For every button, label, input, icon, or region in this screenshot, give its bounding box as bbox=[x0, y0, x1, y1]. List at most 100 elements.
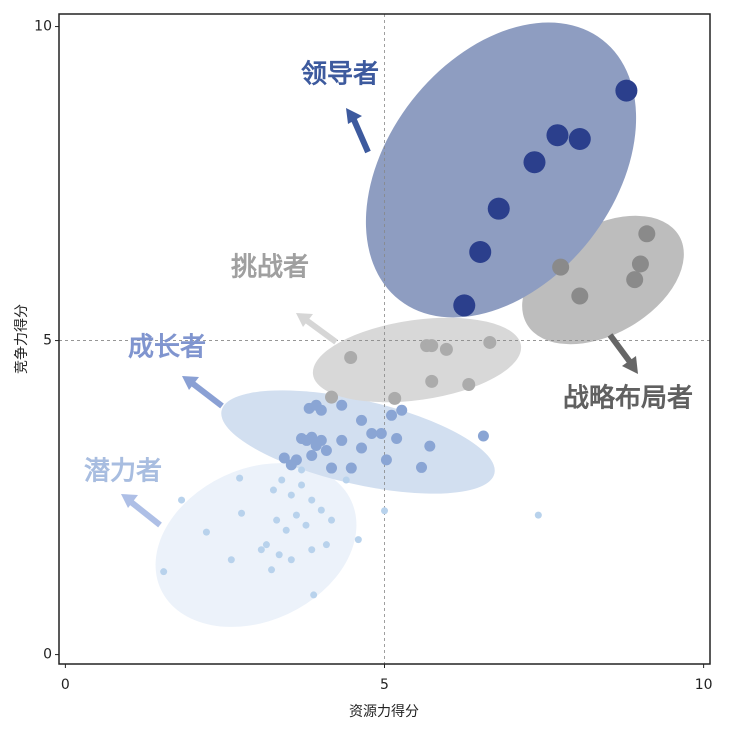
group-label: 挑战者 bbox=[231, 253, 309, 283]
point bbox=[282, 526, 290, 534]
point bbox=[325, 390, 339, 404]
point bbox=[275, 551, 283, 559]
point bbox=[424, 440, 436, 452]
point bbox=[315, 404, 327, 416]
arrow-head bbox=[182, 376, 199, 390]
point bbox=[269, 486, 277, 494]
point bbox=[396, 404, 408, 416]
arrow bbox=[129, 499, 162, 528]
arrow-head bbox=[296, 313, 313, 327]
point bbox=[366, 428, 378, 440]
y-tick-label: 10 bbox=[34, 19, 52, 35]
point bbox=[268, 566, 276, 574]
y-axis-label: 竞争力得分 bbox=[13, 304, 30, 374]
group-label: 成长者 bbox=[128, 333, 206, 363]
point bbox=[317, 506, 325, 514]
arrows bbox=[121, 108, 638, 528]
group-label: 潜力者 bbox=[84, 457, 162, 487]
point bbox=[285, 459, 297, 471]
point bbox=[336, 399, 348, 411]
point bbox=[354, 536, 362, 544]
point bbox=[615, 79, 638, 102]
point bbox=[320, 444, 332, 456]
point bbox=[523, 151, 546, 174]
point bbox=[306, 449, 318, 461]
point bbox=[483, 335, 497, 349]
arrow bbox=[304, 317, 338, 345]
group-label: 领导者 bbox=[301, 59, 379, 90]
point bbox=[626, 271, 644, 289]
point bbox=[308, 496, 316, 504]
point bbox=[298, 481, 306, 489]
point bbox=[306, 431, 318, 443]
arrow-head bbox=[346, 108, 362, 124]
point bbox=[425, 339, 439, 353]
region-potential bbox=[155, 463, 357, 627]
point bbox=[638, 225, 656, 243]
point bbox=[391, 433, 403, 445]
point bbox=[292, 511, 300, 519]
point bbox=[227, 556, 235, 564]
point bbox=[453, 294, 476, 317]
marks bbox=[59, 14, 710, 664]
point bbox=[386, 409, 398, 421]
point bbox=[462, 378, 476, 392]
point bbox=[345, 462, 357, 474]
point bbox=[336, 434, 348, 446]
x-axis-label: 资源力得分 bbox=[349, 703, 419, 720]
point bbox=[278, 476, 286, 484]
x-tick-label: 10 bbox=[695, 677, 713, 693]
point bbox=[202, 528, 210, 536]
x-tick-label: 0 bbox=[61, 677, 70, 693]
point bbox=[273, 516, 281, 524]
point bbox=[328, 516, 336, 524]
point bbox=[308, 546, 316, 554]
arrow bbox=[190, 380, 224, 409]
point bbox=[298, 466, 306, 474]
group-label: 战略布局者 bbox=[563, 383, 693, 414]
point bbox=[487, 197, 510, 220]
region-leader bbox=[365, 22, 637, 318]
point bbox=[262, 541, 270, 549]
x-tick-label: 5 bbox=[380, 677, 389, 693]
point bbox=[380, 454, 392, 466]
point bbox=[546, 124, 569, 147]
y-tick-label: 5 bbox=[43, 333, 52, 349]
point bbox=[631, 255, 649, 273]
point bbox=[257, 546, 265, 554]
point bbox=[287, 491, 295, 499]
point bbox=[425, 374, 439, 388]
point bbox=[326, 462, 338, 474]
point bbox=[469, 241, 492, 264]
point bbox=[534, 511, 542, 519]
point bbox=[302, 521, 310, 529]
point bbox=[356, 442, 368, 454]
point bbox=[287, 556, 295, 564]
point bbox=[344, 351, 358, 365]
point bbox=[278, 452, 290, 464]
point bbox=[375, 428, 387, 440]
point bbox=[238, 509, 246, 517]
point bbox=[571, 287, 589, 305]
point bbox=[160, 568, 168, 576]
y-tick-label: 0 bbox=[43, 647, 52, 663]
point bbox=[439, 342, 453, 356]
arrow bbox=[607, 333, 633, 364]
point bbox=[381, 507, 388, 515]
point bbox=[552, 258, 570, 276]
arrow bbox=[351, 118, 371, 154]
point bbox=[388, 391, 402, 405]
point bbox=[342, 476, 350, 484]
point bbox=[356, 414, 368, 426]
point bbox=[236, 474, 244, 482]
point bbox=[178, 496, 186, 504]
point bbox=[568, 127, 591, 150]
point bbox=[315, 434, 327, 446]
point bbox=[416, 461, 428, 473]
arrow-head bbox=[121, 494, 138, 508]
point bbox=[477, 430, 489, 442]
point bbox=[322, 541, 330, 549]
point bbox=[310, 591, 318, 599]
arrow-head bbox=[622, 356, 638, 374]
